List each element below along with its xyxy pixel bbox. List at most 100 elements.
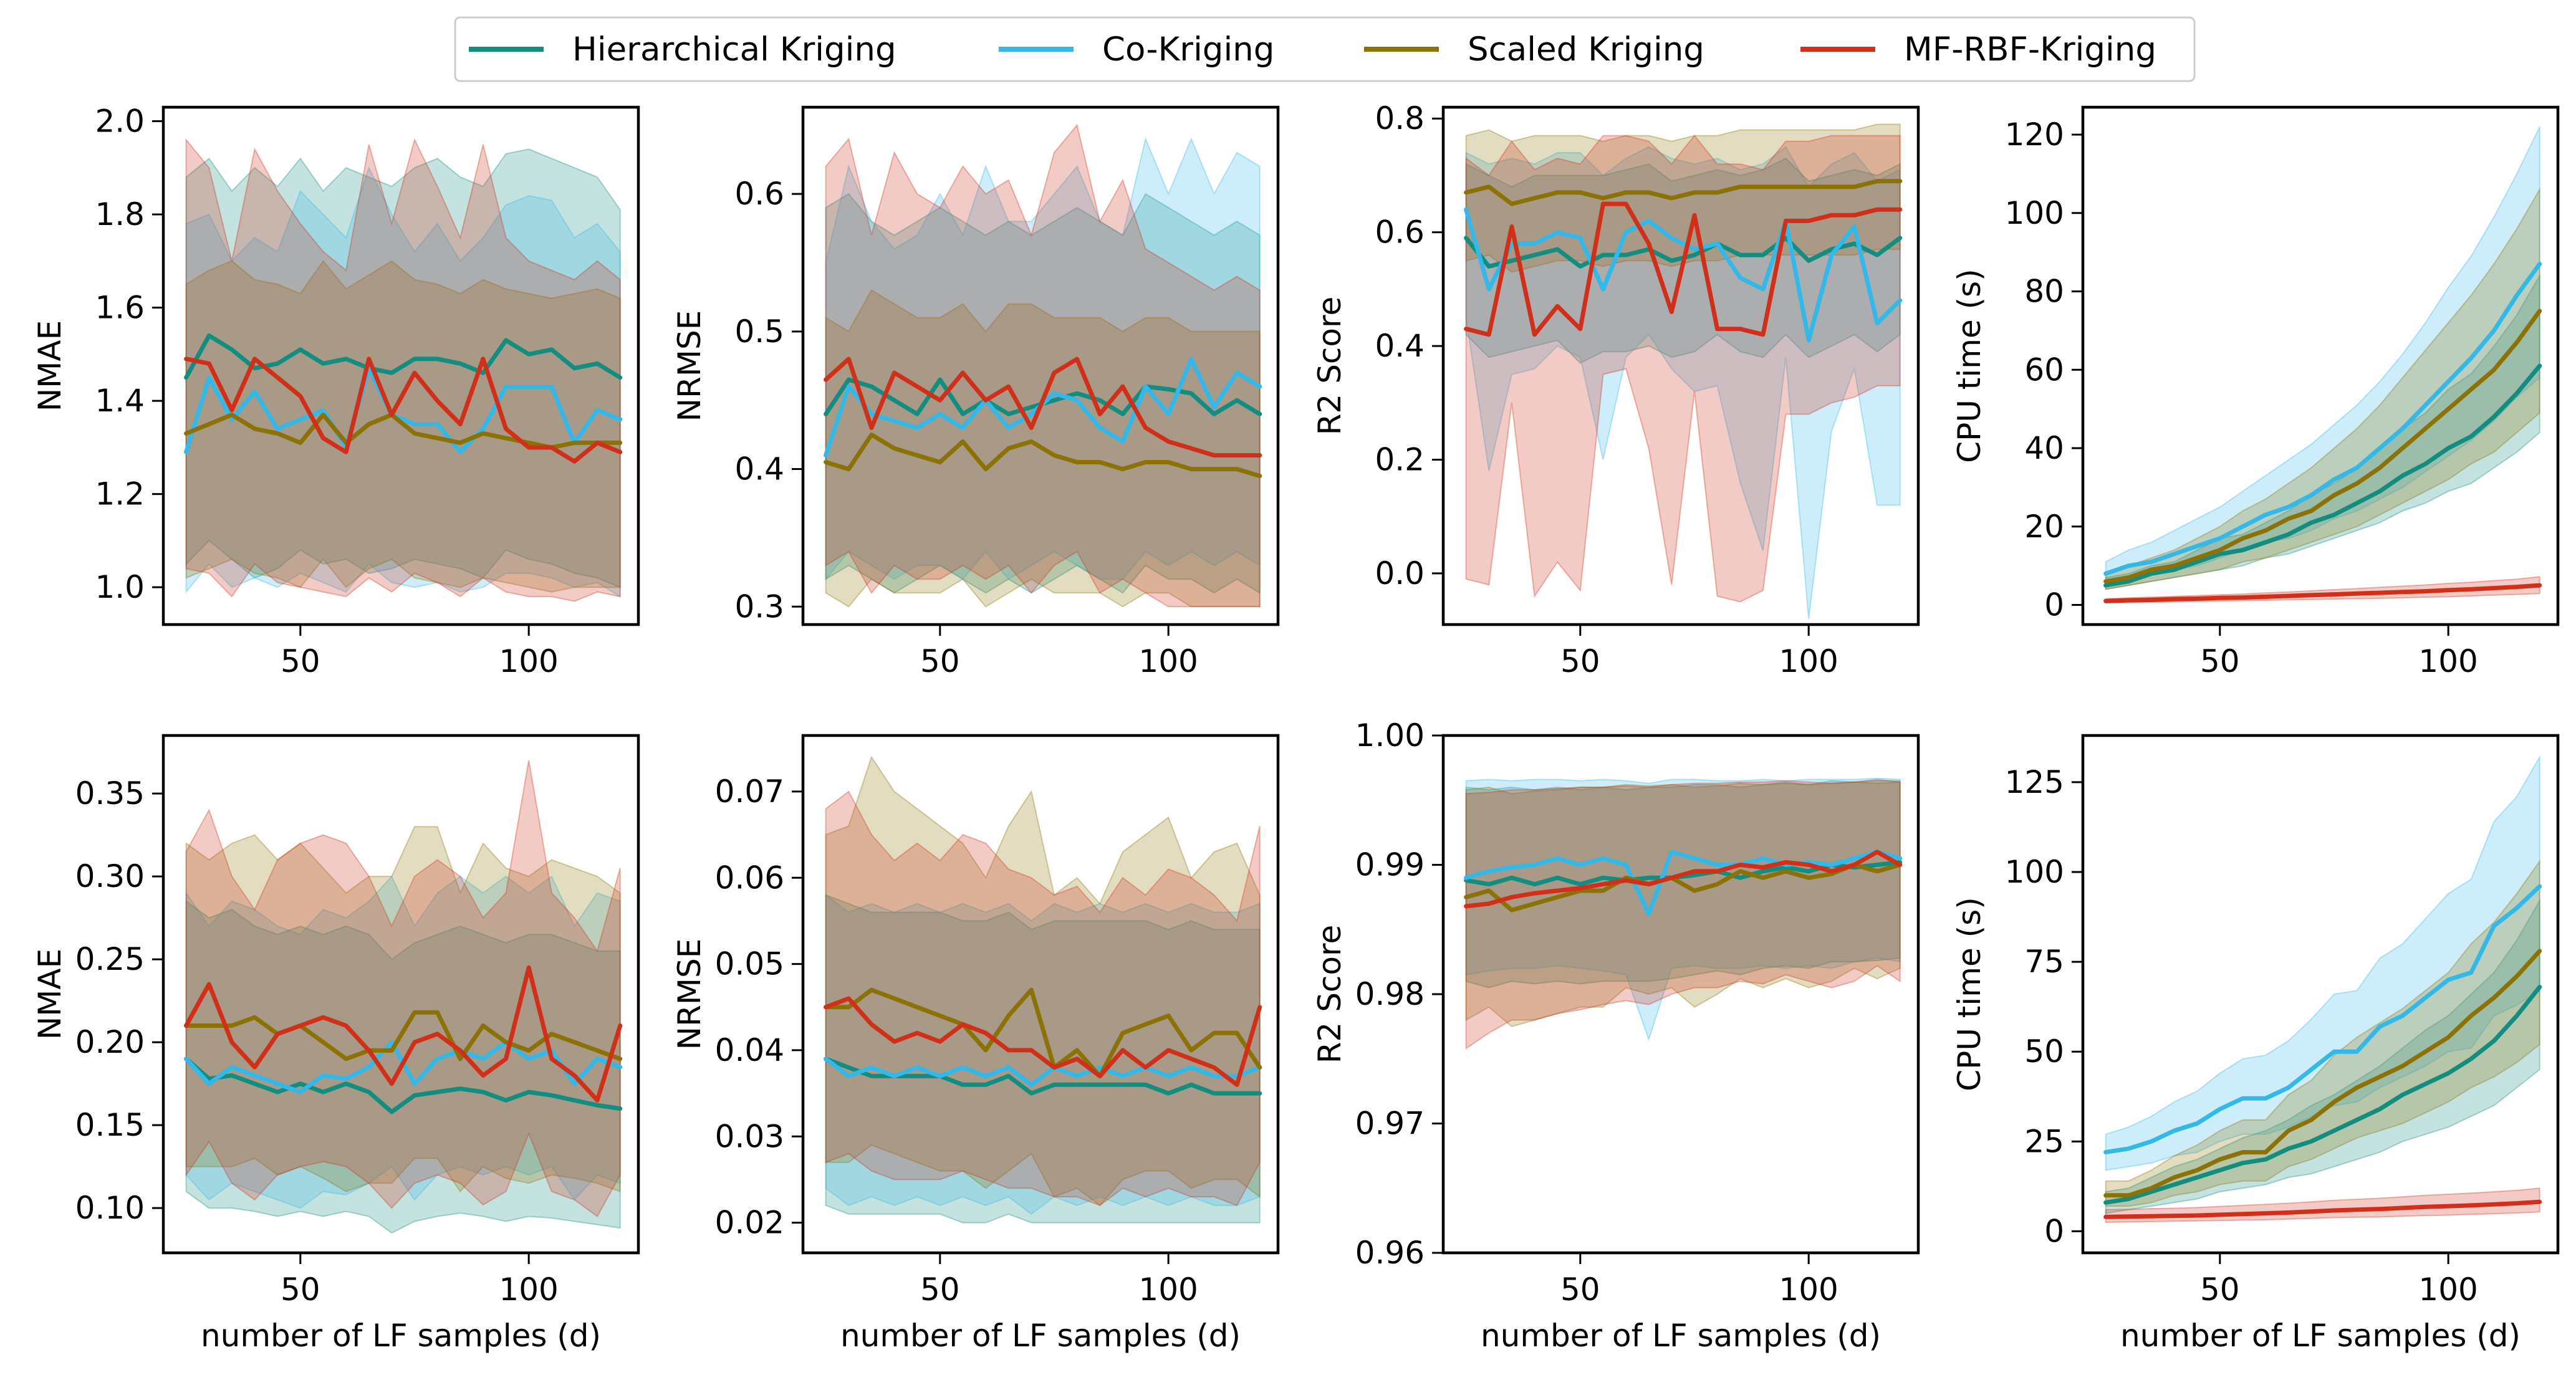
y-tick-label: 0.8	[1375, 100, 1425, 137]
line-scaled-kriging	[1464, 179, 1903, 206]
y-tick-label: 0.6	[734, 176, 784, 212]
line-mf-rbf-kriging	[2103, 1199, 2542, 1219]
legend-label: Hierarchical Kriging	[572, 31, 896, 69]
legend-frame	[454, 16, 2196, 82]
legend-entry-co-kriging: Co-Kriging	[999, 31, 1274, 69]
y-tick-label: 0.98	[1355, 976, 1425, 1012]
line-co-kriging	[824, 1056, 1262, 1087]
x-tick-label: 50	[2200, 1272, 2240, 1308]
subplot-grid: 50 100 1.0 1.2 1.4 1.6 1.8 2.0 NMAE 50 100 0.3 0.4 0.…	[32, 100, 2560, 1354]
y-tick-label: 1.00	[1355, 717, 1425, 754]
y-tick-label: 0.15	[75, 1107, 145, 1143]
x-tick-label: 50	[1560, 643, 1600, 679]
line-co-kriging	[2103, 884, 2542, 1155]
y-tick-label: 0.3	[734, 588, 784, 625]
y-tick-label: 0.6	[1375, 214, 1425, 251]
band-scaled-kriging	[1465, 781, 1901, 1028]
band-hierarchical-kriging	[2105, 273, 2540, 590]
axes-frame	[801, 734, 1280, 1255]
line-co-kriging	[1464, 207, 1903, 343]
y-tick-label: 0.02	[715, 1205, 784, 1241]
line-co-kriging	[184, 366, 623, 454]
band-hierarchical-kriging	[2105, 898, 2540, 1214]
band-co-kriging	[1465, 146, 1901, 620]
subplot-1-1: 50 100 0.02 0.03 0.04 0.05 0.06 0.07 NRMSE number…	[671, 734, 1280, 1354]
plot-area	[824, 123, 1262, 608]
axes-frame	[161, 105, 640, 626]
y-tick-label: 0.04	[715, 1032, 784, 1068]
band-co-kriging	[825, 137, 1261, 581]
legend-entry-mf-rbf-kriging: MF-RBF-Kriging	[1800, 31, 2156, 69]
y-tick-label: 0.06	[715, 860, 784, 896]
line-mf-rbf-kriging	[824, 996, 1262, 1087]
line-co-kriging	[1464, 850, 1903, 916]
axes-frame	[161, 734, 640, 1255]
y-tick-label: 0	[2044, 1213, 2064, 1249]
y-tick-label: 0.4	[734, 451, 784, 487]
y-tick-label: 0.5	[734, 314, 784, 350]
y-tick-label: 0.05	[715, 946, 784, 982]
plot-area	[1464, 123, 1903, 620]
y-tick-label: 1.8	[95, 196, 145, 232]
y-tick-label: 40	[2024, 430, 2064, 466]
band-scaled-kriging	[825, 755, 1261, 1207]
x-axis-label: number of LF samples (d)	[2120, 1318, 2521, 1354]
line-scaled-kriging	[2103, 309, 2542, 584]
line-hierarchical-kriging	[184, 333, 623, 380]
x-tick-label: 50	[920, 643, 960, 679]
band-mf-rbf-kriging	[1465, 135, 1901, 603]
y-tick-label: 120	[2005, 117, 2064, 153]
x-axis-label: number of LF samples (d)	[201, 1318, 601, 1354]
y-axis-label: R2 Score	[1312, 297, 1348, 436]
x-tick-label: 50	[281, 1272, 320, 1308]
y-tick-label: 0.20	[75, 1024, 145, 1060]
y-tick-label: 1.2	[95, 476, 145, 512]
y-tick-label: 0.97	[1355, 1106, 1425, 1142]
subplot-0-1: 50 100 0.3 0.4 0.5 0.6 NRMSE	[671, 105, 1280, 679]
y-axis-label: NMAE	[32, 320, 68, 411]
y-tick-label: 1.6	[95, 290, 145, 326]
axes-frame	[2081, 105, 2560, 626]
y-axis-label: NMAE	[32, 949, 68, 1040]
line-scaled-kriging	[824, 432, 1262, 479]
axes-frame	[1441, 105, 1920, 626]
legend-label: Co-Kriging	[1102, 31, 1274, 69]
legend-entry-scaled-kriging: Scaled Kriging	[1364, 31, 1704, 69]
y-tick-label: 0.07	[715, 774, 784, 810]
band-mf-rbf-kriging	[1465, 779, 1901, 1050]
plot-area	[2103, 754, 2542, 1224]
line-scaled-kriging	[824, 987, 1262, 1078]
y-tick-label: 100	[2005, 195, 2064, 231]
y-tick-label: 0.03	[715, 1118, 784, 1154]
y-tick-label: 100	[2005, 854, 2064, 890]
band-co-kriging	[1465, 777, 1901, 1042]
y-tick-label: 75	[2024, 944, 2064, 980]
x-tick-label: 100	[1779, 1272, 1838, 1308]
x-axis-label: number of LF samples (d)	[1481, 1318, 1881, 1354]
legend-label: Scaled Kriging	[1468, 31, 1704, 69]
band-co-kriging	[825, 893, 1261, 1215]
band-scaled-kriging	[2105, 187, 2540, 590]
y-tick-label: 0.2	[1375, 441, 1425, 477]
axes-frame	[801, 105, 1280, 626]
y-tick-label: 0.0	[1375, 555, 1425, 592]
y-axis-label: R2 Score	[1312, 925, 1348, 1064]
y-tick-label: 0.4	[1375, 328, 1425, 364]
x-tick-label: 50	[920, 1272, 960, 1308]
x-tick-label: 100	[1138, 1272, 1198, 1308]
y-axis-label: CPU time (s)	[1951, 897, 1987, 1091]
line-mf-rbf-kriging	[2103, 583, 2542, 603]
x-tick-label: 100	[1138, 643, 1198, 679]
line-mf-rbf-kriging	[184, 965, 623, 1103]
axes-frame	[2081, 734, 2560, 1255]
band-hierarchical-kriging	[825, 193, 1261, 594]
legend-entry-hierarchical-kriging: Hierarchical Kriging	[469, 31, 896, 69]
x-tick-label: 50	[2200, 643, 2240, 679]
plot-area	[184, 138, 623, 602]
legend: Hierarchical Kriging Co-Kriging Scaled K…	[454, 16, 2196, 82]
y-tick-label: 0.99	[1355, 847, 1425, 883]
y-tick-label: 1.0	[95, 569, 145, 605]
y-axis-label: NRMSE	[671, 939, 708, 1050]
plot-area	[184, 760, 623, 1234]
line-mf-rbf-kriging	[824, 357, 1262, 458]
